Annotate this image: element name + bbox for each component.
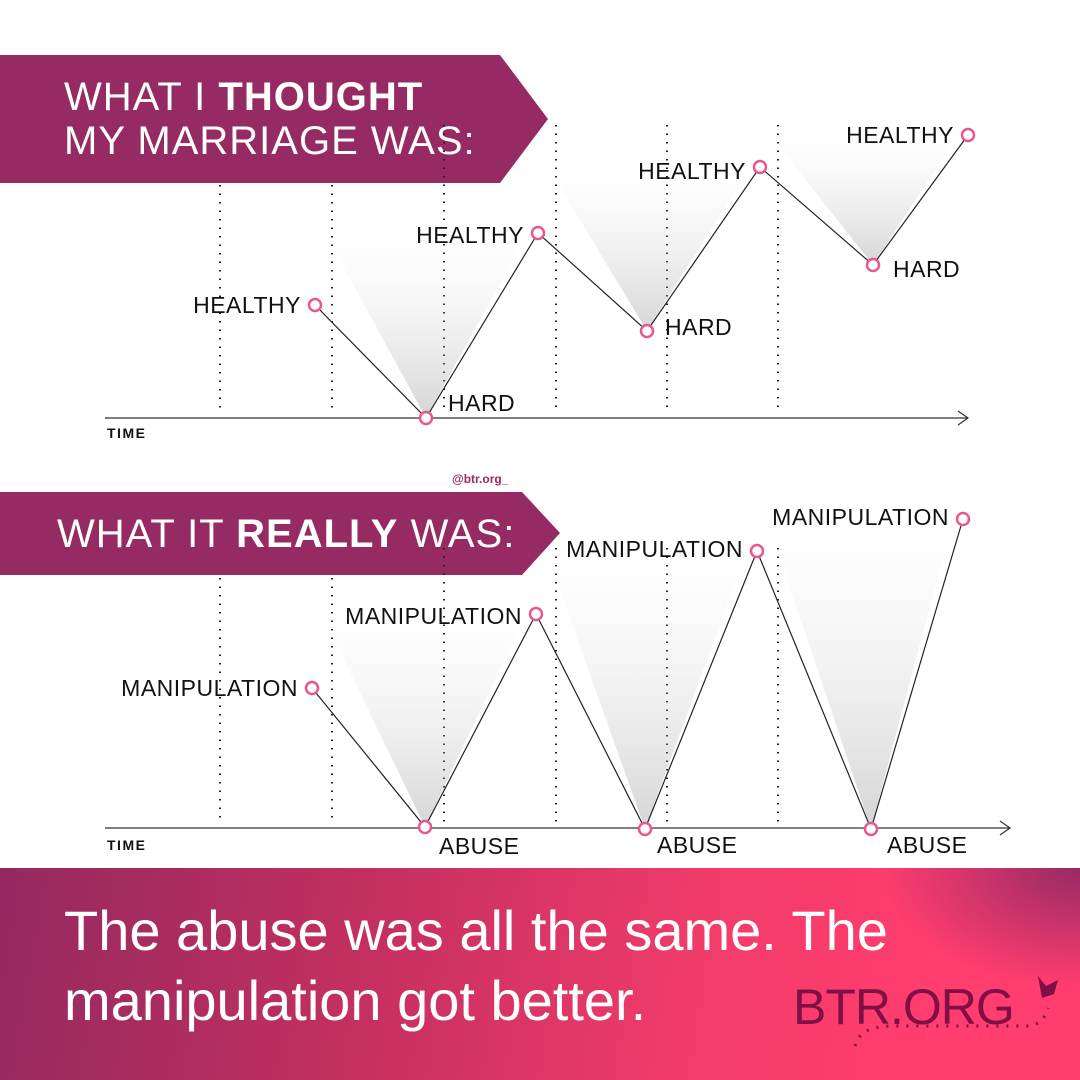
- valley-shading: [548, 167, 750, 331]
- timeline-charts: TIME HEALTHY HARD HEALTHY HARD HEALTHY HARD HEA…: [105, 122, 1012, 859]
- valley-shading: [770, 135, 958, 265]
- data-point: [418, 410, 434, 426]
- data-point: [863, 821, 879, 837]
- point-label: MANIPULATION: [566, 536, 743, 562]
- valley-shading: [322, 614, 526, 827]
- social-handle: @btr.org_: [452, 472, 509, 486]
- data-point: [749, 543, 765, 559]
- axis-label-time: TIME: [107, 837, 146, 853]
- point-label: MANIPULATION: [345, 603, 522, 629]
- data-point: [752, 159, 768, 175]
- point-label: HEALTHY: [193, 292, 301, 318]
- axis-label-time: TIME: [107, 425, 146, 441]
- valley-shading: [767, 519, 953, 829]
- data-point: [865, 257, 881, 273]
- point-label: HEALTHY: [846, 122, 954, 148]
- data-point: [637, 821, 653, 837]
- point-label: HARD: [448, 390, 515, 416]
- axis-arrow-icon: [957, 410, 970, 426]
- bottom-banner-title: WHAT IT REALLY WAS:: [57, 512, 516, 556]
- axis-arrow-icon: [999, 820, 1012, 836]
- data-point: [528, 606, 544, 622]
- valley-shading: [546, 551, 747, 829]
- point-label: HEALTHY: [638, 158, 746, 184]
- data-point: [960, 127, 976, 143]
- valley-shading: [325, 233, 528, 418]
- point-label: ABUSE: [887, 832, 967, 858]
- butterfly-icon: [853, 976, 1058, 1047]
- data-point: [955, 511, 971, 527]
- point-label: HEALTHY: [416, 222, 524, 248]
- data-point: [304, 680, 320, 696]
- tagline: The abuse was all the same. The manipula…: [64, 899, 888, 1032]
- top-banner: WHAT I THOUGHT MY MARRIAGE WAS:: [0, 55, 548, 183]
- footer-band: The abuse was all the same. The manipula…: [0, 868, 1080, 1080]
- point-label: MANIPULATION: [121, 675, 298, 701]
- data-point: [639, 323, 655, 339]
- data-point: [307, 297, 323, 313]
- top-banner-title: WHAT I THOUGHT MY MARRIAGE WAS:: [64, 75, 476, 163]
- bottom-banner: WHAT IT REALLY WAS:: [0, 492, 560, 575]
- data-point: [530, 225, 546, 241]
- point-label: MANIPULATION: [772, 504, 949, 530]
- point-label: HARD: [893, 256, 960, 282]
- point-label: ABUSE: [657, 832, 737, 858]
- data-point: [417, 819, 433, 835]
- point-label: ABUSE: [439, 833, 519, 859]
- point-label: HARD: [665, 314, 732, 340]
